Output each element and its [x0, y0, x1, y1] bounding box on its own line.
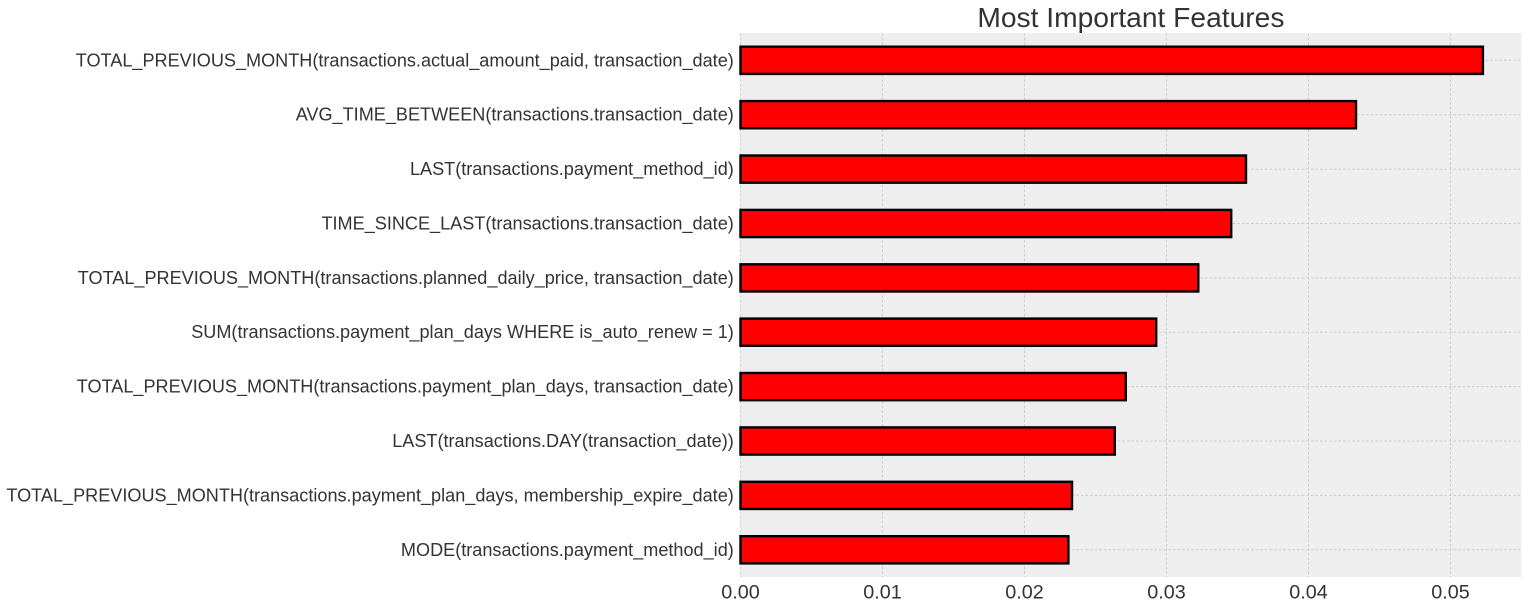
svg-text:AVG_TIME_BETWEEN(transactions.: AVG_TIME_BETWEEN(transactions.transactio… — [296, 105, 734, 126]
svg-text:TIME_SINCE_LAST(transactions.t: TIME_SINCE_LAST(transactions.transaction… — [321, 214, 733, 235]
svg-text:SUM(transactions.payment_plan_: SUM(transactions.payment_plan_days WHERE… — [191, 322, 734, 343]
svg-text:TOTAL_PREVIOUS_MONTH(transacti: TOTAL_PREVIOUS_MONTH(transactions.paymen… — [6, 485, 733, 506]
svg-text:Most Important Features: Most Important Features — [977, 1, 1284, 33]
svg-text:TOTAL_PREVIOUS_MONTH(transacti: TOTAL_PREVIOUS_MONTH(transactions.paymen… — [77, 377, 734, 398]
svg-text:LAST(transactions.DAY(transact: LAST(transactions.DAY(transaction_date)) — [392, 431, 734, 452]
svg-text:TOTAL_PREVIOUS_MONTH(transacti: TOTAL_PREVIOUS_MONTH(transactions.actual… — [76, 50, 734, 71]
svg-text:0.02: 0.02 — [1005, 582, 1044, 604]
svg-text:TOTAL_PREVIOUS_MONTH(transacti: TOTAL_PREVIOUS_MONTH(transactions.planne… — [78, 268, 734, 289]
svg-text:0.04: 0.04 — [1289, 582, 1328, 604]
svg-text:LAST(transactions.payment_meth: LAST(transactions.payment_method_id) — [410, 159, 734, 180]
svg-text:0.01: 0.01 — [863, 582, 902, 604]
svg-text:0.00: 0.00 — [721, 582, 760, 604]
svg-text:0.03: 0.03 — [1147, 582, 1186, 604]
svg-text:0.05: 0.05 — [1431, 582, 1470, 604]
svg-text:MODE(transactions.payment_meth: MODE(transactions.payment_method_id) — [401, 540, 734, 561]
